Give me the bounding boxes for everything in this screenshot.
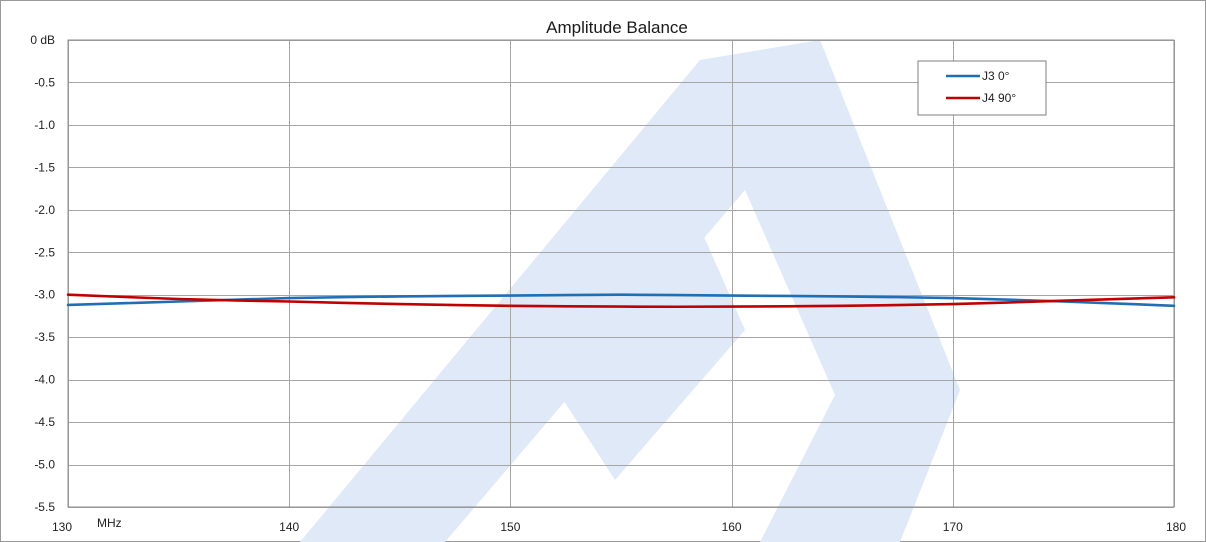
y-tick-label: -2.5 [34, 245, 55, 259]
series-line-j3 [66, 293, 1176, 308]
legend-label: J4 90° [982, 91, 1016, 105]
y-tick-label: -3.0 [34, 288, 55, 302]
plot-area-border [67, 39, 1175, 508]
legend-box [917, 60, 1047, 116]
y-tick-label: 0 dB [30, 33, 55, 47]
chart-title: Amplitude Balance [546, 18, 688, 37]
y-tick-label: -1.0 [34, 118, 55, 132]
y-tick-label: -4.0 [34, 373, 55, 387]
watermark-logo [300, 40, 960, 542]
x-tick-label: 180 [1166, 520, 1186, 534]
x-tick-label: 160 [722, 520, 742, 534]
y-tick-label: -3.5 [34, 330, 55, 344]
x-tick-label: 140 [279, 520, 299, 534]
y-tick-label: -4.5 [34, 415, 55, 429]
y-tick-label: -0.5 [34, 75, 55, 89]
y-tick-label: -1.5 [34, 160, 55, 174]
y-tick-label: -2.0 [34, 203, 55, 217]
x-tick-label: 170 [943, 520, 963, 534]
x-axis-label: MHz [97, 516, 122, 530]
y-tick-label: -5.5 [34, 500, 55, 514]
series-lines [66, 293, 1176, 309]
chart-legend: J3 0° J4 90° [917, 60, 1047, 116]
y-tick-label: -5.0 [34, 458, 55, 472]
legend-items: J3 0° J4 90° [946, 69, 1016, 105]
x-tick-label: 130 [52, 520, 72, 534]
series-line-j4 [66, 293, 1176, 309]
legend-label: J3 0° [982, 69, 1010, 83]
x-tick-label: 150 [500, 520, 520, 534]
y-axis-ticks: 0 dB -0.5 -1.0 -1.5 -2.0 -2.5 -3.0 -3.5 -4.0 -4.5… [30, 33, 55, 514]
x-axis-ticks: 130 140 150 160 170 180 [52, 520, 1186, 534]
